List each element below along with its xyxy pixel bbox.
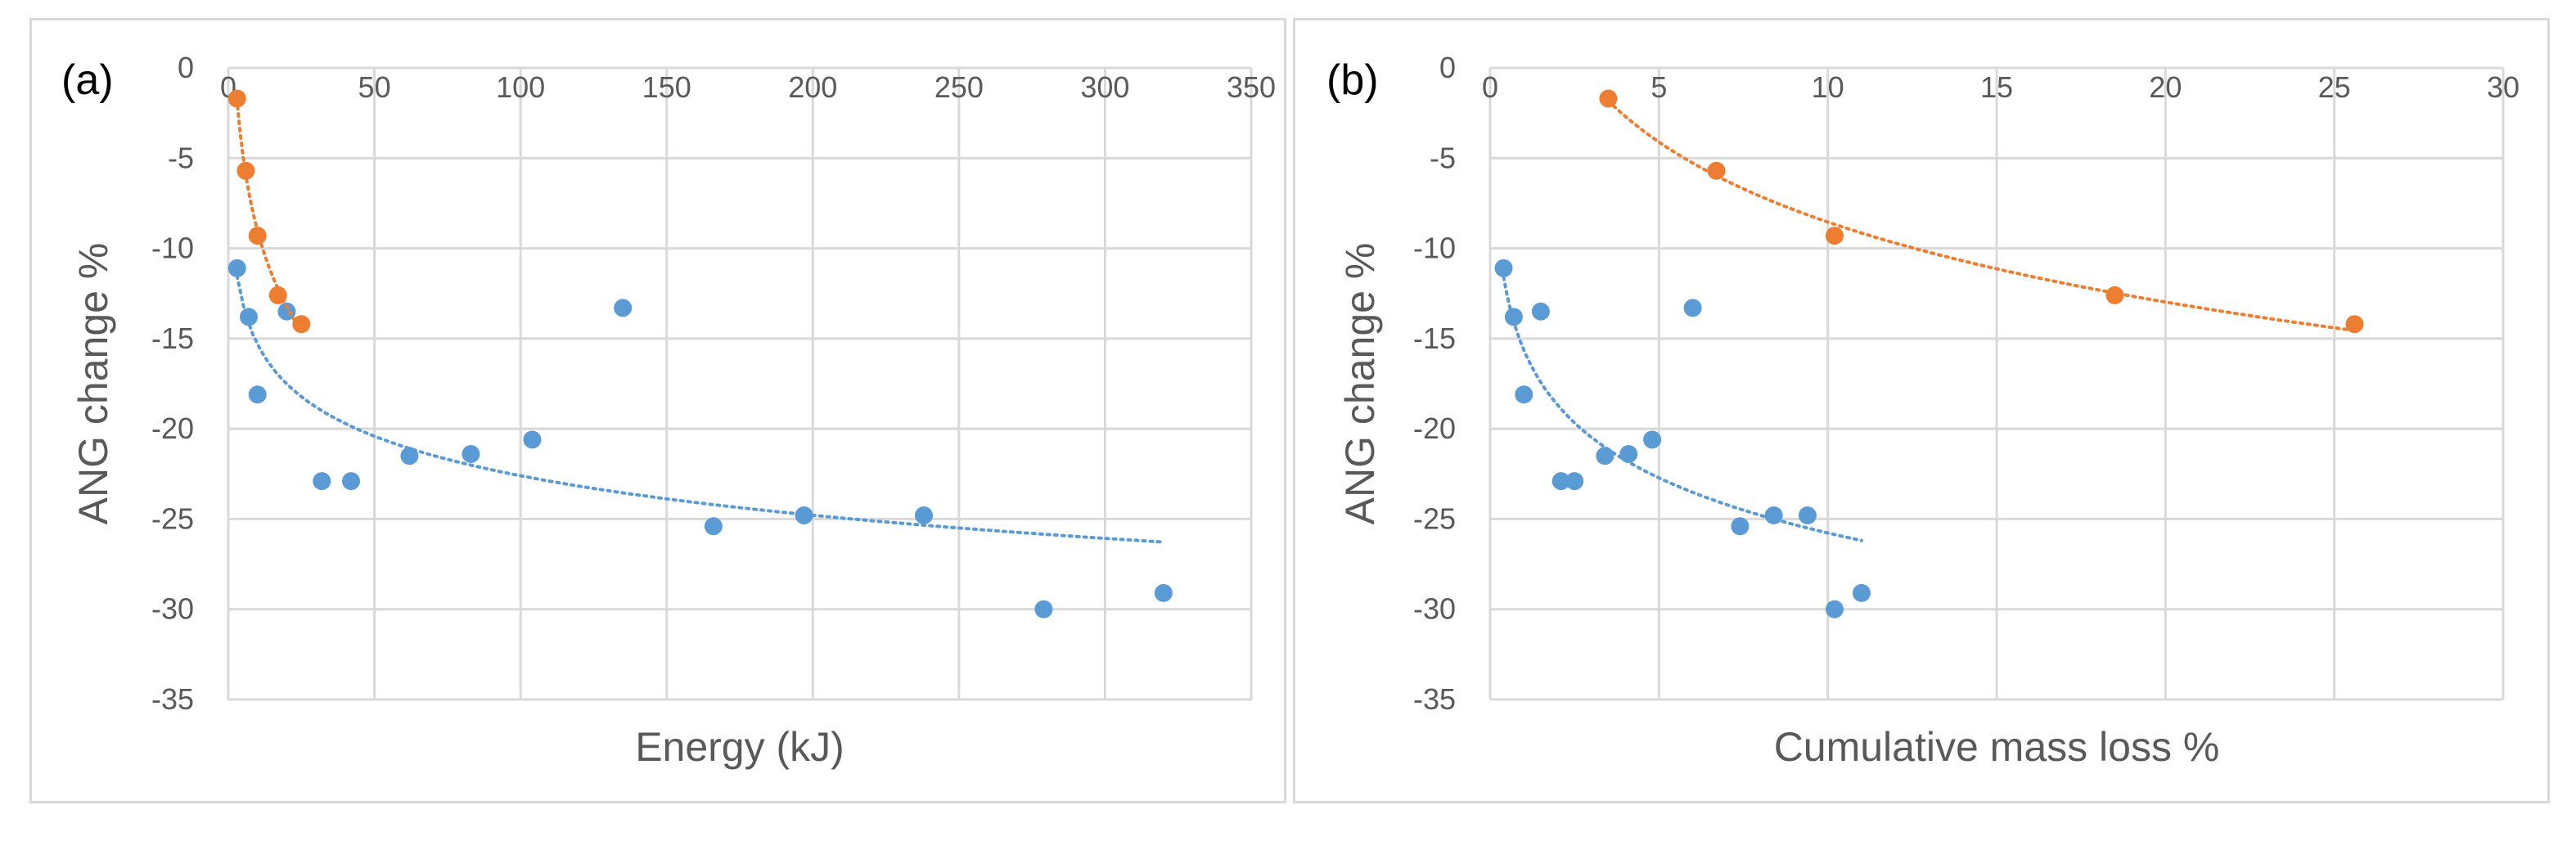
data-point-blue [1565,472,1584,491]
data-point-blue [1643,430,1662,449]
data-point-blue [1531,302,1550,321]
y-tick-label: -30 [151,592,194,626]
y-tick-label: -15 [1413,322,1456,355]
gridlines [227,66,1253,701]
x-tick-label: 30 [2487,70,2520,104]
data-point-blue [1731,517,1750,536]
y-tick-label: -25 [151,501,194,535]
data-point-orange [236,161,255,180]
y-tick-label: -10 [151,232,194,265]
x-tick-label: 50 [358,70,391,104]
y-tick-label: -20 [151,412,194,445]
y-tick-label: -25 [1413,501,1456,535]
data-point-blue [1034,600,1053,618]
x-tick-label: 10 [1812,70,1844,104]
x-axis-title: Cumulative mass loss % [1774,724,2220,770]
gridlines [1488,66,2505,701]
data-point-blue [1764,506,1783,525]
data-point-orange [2345,315,2364,334]
data-point-blue [1551,472,1570,491]
trendline-blue [235,274,1165,544]
data-point-blue [400,447,419,465]
series-blue [1494,259,1871,618]
data-point-blue [1825,600,1844,618]
data-point-blue [248,385,267,404]
y-tick-label: -15 [151,322,194,355]
panel-label: (b) [1326,56,1379,104]
data-point-orange [248,227,267,245]
y-tick-label: -10 [1413,232,1456,265]
x-axis-title: Energy (kJ) [635,724,844,770]
data-point-orange [292,315,311,334]
x-tick-label: 300 [1080,70,1129,104]
x-tick-label: 20 [2149,70,2182,104]
data-point-blue [313,472,331,491]
data-point-blue [1619,445,1638,464]
x-tick-label: 150 [642,70,691,104]
trendline-orange [235,97,304,333]
x-tick-label: 250 [934,70,984,104]
data-point-blue [1683,299,1702,317]
x-tick-label: 15 [1980,70,2013,104]
data-point-blue [240,308,258,326]
data-point-blue [1504,308,1523,326]
data-point-blue [1154,583,1173,602]
chart-panel-a: 0 50 100 150 200 250 300 350 0 -5 -10 -15 -20 -25 -30-… [29,18,1286,803]
panel-label: (a) [61,56,114,104]
data-point-blue [342,472,360,491]
series-orange [1599,89,2364,334]
x-tick-label: 200 [788,70,837,104]
data-point-blue [227,259,246,277]
x-tick-label: 25 [2318,70,2351,104]
data-point-blue [1798,506,1817,525]
y-tick-label: 0 [178,51,194,84]
data-point-blue [462,445,480,464]
x-tick-label: 100 [496,70,545,104]
y-tick-label: -5 [1430,141,1456,174]
data-point-blue [614,299,633,317]
y-axis-title: ANG change % [70,243,116,525]
chart-svg: 0 50 100 150 200 250 300 3500-5-10-15-20-25-30-… [61,51,1276,770]
data-point-orange [1707,161,1726,180]
x-tick-label: 5 [1651,70,1667,104]
y-tick-label: -5 [168,141,194,174]
trendline-blue [1502,275,1863,542]
data-point-blue [915,506,933,525]
data-point-orange [2105,286,2124,304]
data-point-orange [268,286,287,304]
data-point-blue [1852,583,1871,602]
chart-panel-b: 0 5 10 15 20 25 30 0 -5 -10 -15 -20 -25 -30 -35 Cumulat… [1293,18,2550,803]
series-orange [227,89,311,334]
x-tick-label: 0 [1482,70,1498,104]
data-point-orange [227,89,246,108]
y-axis-title: ANG change % [1337,243,1383,525]
y-tick-label: -35 [151,682,194,716]
x-tick-label: 350 [1227,70,1276,104]
data-point-blue [1494,259,1513,277]
trendline-orange [1606,99,2357,332]
data-point-blue [1596,447,1615,465]
data-point-orange [1825,227,1844,245]
data-point-blue [523,430,542,449]
data-point-blue [704,517,723,536]
data-point-blue [795,506,813,525]
data-point-blue [277,302,296,321]
data-point-orange [1599,89,1618,108]
y-tick-label: -20 [1413,412,1456,445]
y-tick-label: 0 [1439,51,1456,84]
chart-svg: 0 5 10 15 20 25 30 0 -5 -10 -15 -20 -25 -30 -35 Cumulat… [1326,51,2520,770]
y-tick-label: -35 [1413,682,1456,716]
data-point-blue [1515,385,1533,404]
series-blue [227,259,1173,618]
y-tick-label: -30 [1413,592,1456,626]
